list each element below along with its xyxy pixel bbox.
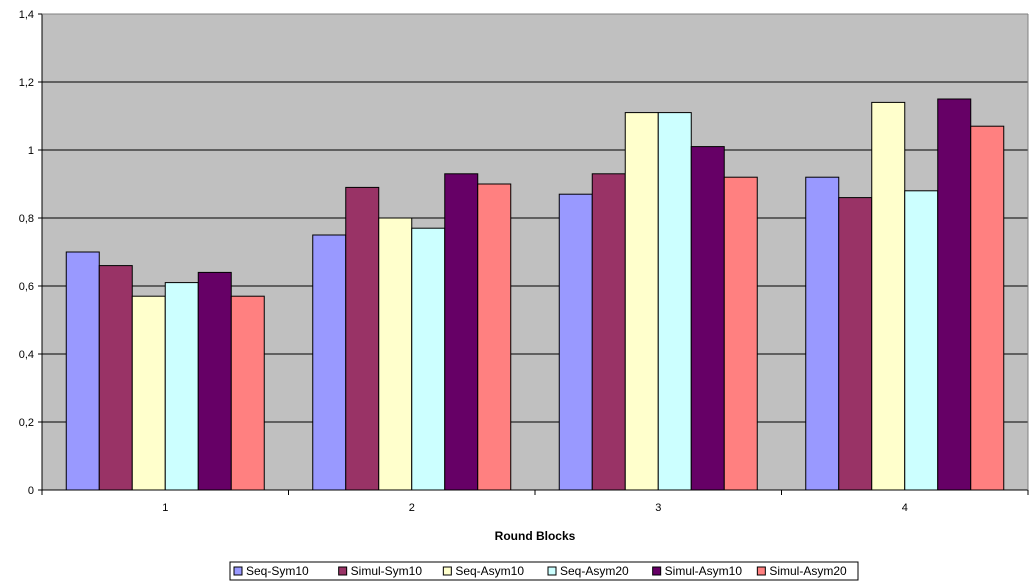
bar-seq-sym10-3 <box>558 193 593 491</box>
y-tick-label: 0,8 <box>19 213 34 225</box>
bar-simul-sym10-1 <box>98 265 133 491</box>
x-tick-label: 2 <box>409 502 415 514</box>
x-tick-labels: 1 2 3 4 <box>162 502 908 514</box>
bar-simul-sym10-3 <box>591 173 626 491</box>
bar-simul-asym20-2 <box>477 183 512 491</box>
bar-simul-asym20-4 <box>970 125 1005 491</box>
bar-simul-asym20-1 <box>230 295 265 491</box>
bar-simul-sym10-2 <box>345 186 380 491</box>
y-tick-label: 0,2 <box>19 417 34 429</box>
bar-seq-sym10-2 <box>312 234 347 491</box>
legend-label: Seq-Asym10 <box>455 564 524 578</box>
y-tick-label: 0,4 <box>19 349 34 361</box>
y-tick-label: 1,2 <box>19 77 34 89</box>
axes <box>38 13 1029 495</box>
x-tick-label: 1 <box>162 502 168 514</box>
legend-swatch <box>547 566 557 576</box>
bar-seq-asym10-3 <box>624 112 659 491</box>
bar-simul-asym10-1 <box>197 271 232 491</box>
x-tick-label: 3 <box>655 502 661 514</box>
legend-label: Simul-Asym20 <box>769 564 847 578</box>
legend-label: Simul-Sym10 <box>351 564 423 578</box>
y-tick-label: 1 <box>28 145 34 157</box>
legend-label: Seq-Sym10 <box>246 564 309 578</box>
bar-seq-asym10-1 <box>131 295 166 491</box>
legend-label: Seq-Asym20 <box>560 564 629 578</box>
legend-box <box>229 561 859 581</box>
y-tick-label: 0,6 <box>19 281 34 293</box>
legend-swatch <box>756 566 766 576</box>
bar-simul-asym10-3 <box>690 146 725 491</box>
legend: Seq-Sym10 Simul-Sym10 Seq-Asym10 Seq-Asym20… <box>229 561 859 581</box>
legend-swatch <box>652 566 662 576</box>
bar-seq-asym10-4 <box>871 101 906 491</box>
bar-seq-sym10-4 <box>805 176 840 491</box>
legend-swatch <box>338 566 348 576</box>
legend-label: Simul-Asym10 <box>665 564 743 578</box>
bar-simul-sym10-4 <box>838 197 873 491</box>
bar-seq-sym10-1 <box>65 251 100 491</box>
x-tick-label: 4 <box>902 502 908 514</box>
bar-seq-asym20-2 <box>411 227 446 491</box>
bar-seq-asym20-3 <box>657 112 692 491</box>
x-axis-title: Round Blocks <box>495 529 576 543</box>
legend-swatch <box>233 566 243 576</box>
bar-seq-asym20-4 <box>904 190 939 491</box>
y-tick-labels: 0 0,2 0,4 0,6 0,8 1 1,2 1,4 <box>19 9 34 497</box>
legend-swatch <box>442 566 452 576</box>
y-tick-label: 1,4 <box>19 9 34 21</box>
bar-simul-asym20-3 <box>723 176 758 491</box>
y-tick-label: 0 <box>28 485 34 497</box>
bar-seq-asym10-2 <box>378 217 413 491</box>
bar-simul-asym10-4 <box>937 98 972 491</box>
bar-seq-asym20-1 <box>164 282 199 491</box>
bar-simul-asym10-2 <box>444 173 479 491</box>
